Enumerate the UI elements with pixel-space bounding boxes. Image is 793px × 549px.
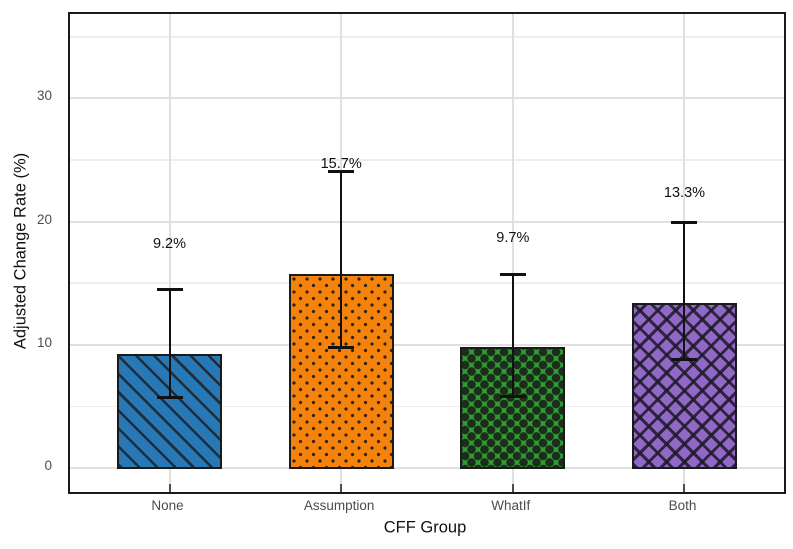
minor-gridline (70, 282, 784, 284)
x-axis-tick (511, 484, 514, 492)
minor-gridline (70, 405, 784, 408)
x-axis-tick (168, 484, 171, 492)
error-cap-top-none (156, 287, 183, 291)
vertical-gridline (511, 14, 514, 492)
error-bar-both (683, 222, 686, 360)
error-cap-bottom-assumption (328, 345, 355, 349)
bar-value-label: 9.2% (152, 235, 187, 252)
error-cap-bottom-none (156, 396, 183, 400)
error-bar-assumption (340, 171, 343, 348)
y-tick-label-0: 0 (44, 457, 52, 473)
x-axis-tick (340, 484, 343, 492)
y-tick-label-20: 20 (36, 211, 52, 227)
x-tick-label-assumption: Assumption (303, 498, 375, 513)
error-cap-top-assumption (328, 169, 355, 173)
bar-value-label: 9.7% (496, 229, 530, 246)
error-cap-bottom-both (671, 358, 698, 362)
y-tick-label-10: 10 (36, 334, 52, 350)
error-cap-bottom-whatif (499, 395, 526, 399)
major-gridline (70, 97, 784, 100)
minor-gridline (70, 36, 784, 38)
error-bar-none (168, 289, 171, 398)
x-tick-label-none: None (151, 498, 184, 513)
major-gridline (70, 466, 784, 469)
error-cap-top-whatif (499, 273, 526, 277)
vertical-gridline (168, 14, 171, 492)
y-tick-label-30: 30 (36, 88, 52, 104)
error-cap-top-both (671, 221, 698, 225)
y-axis-title: Adjusted Change Rate (%) (11, 152, 30, 350)
x-tick-label-whatif: WhatIf (491, 498, 531, 513)
bar-value-label: 13.3% (663, 185, 706, 202)
x-axis-title: CFF Group (383, 518, 467, 537)
major-gridline (70, 220, 784, 223)
x-axis-tick (683, 484, 686, 492)
x-tick-label-both: Both (668, 498, 697, 513)
bar-value-label: 15.7% (320, 155, 362, 172)
minor-gridline (70, 159, 784, 161)
error-bar-whatif (511, 274, 514, 397)
plot-panel: 9.2% 15.7% 9.7% 13.3% (68, 12, 786, 494)
major-gridline (70, 343, 784, 346)
